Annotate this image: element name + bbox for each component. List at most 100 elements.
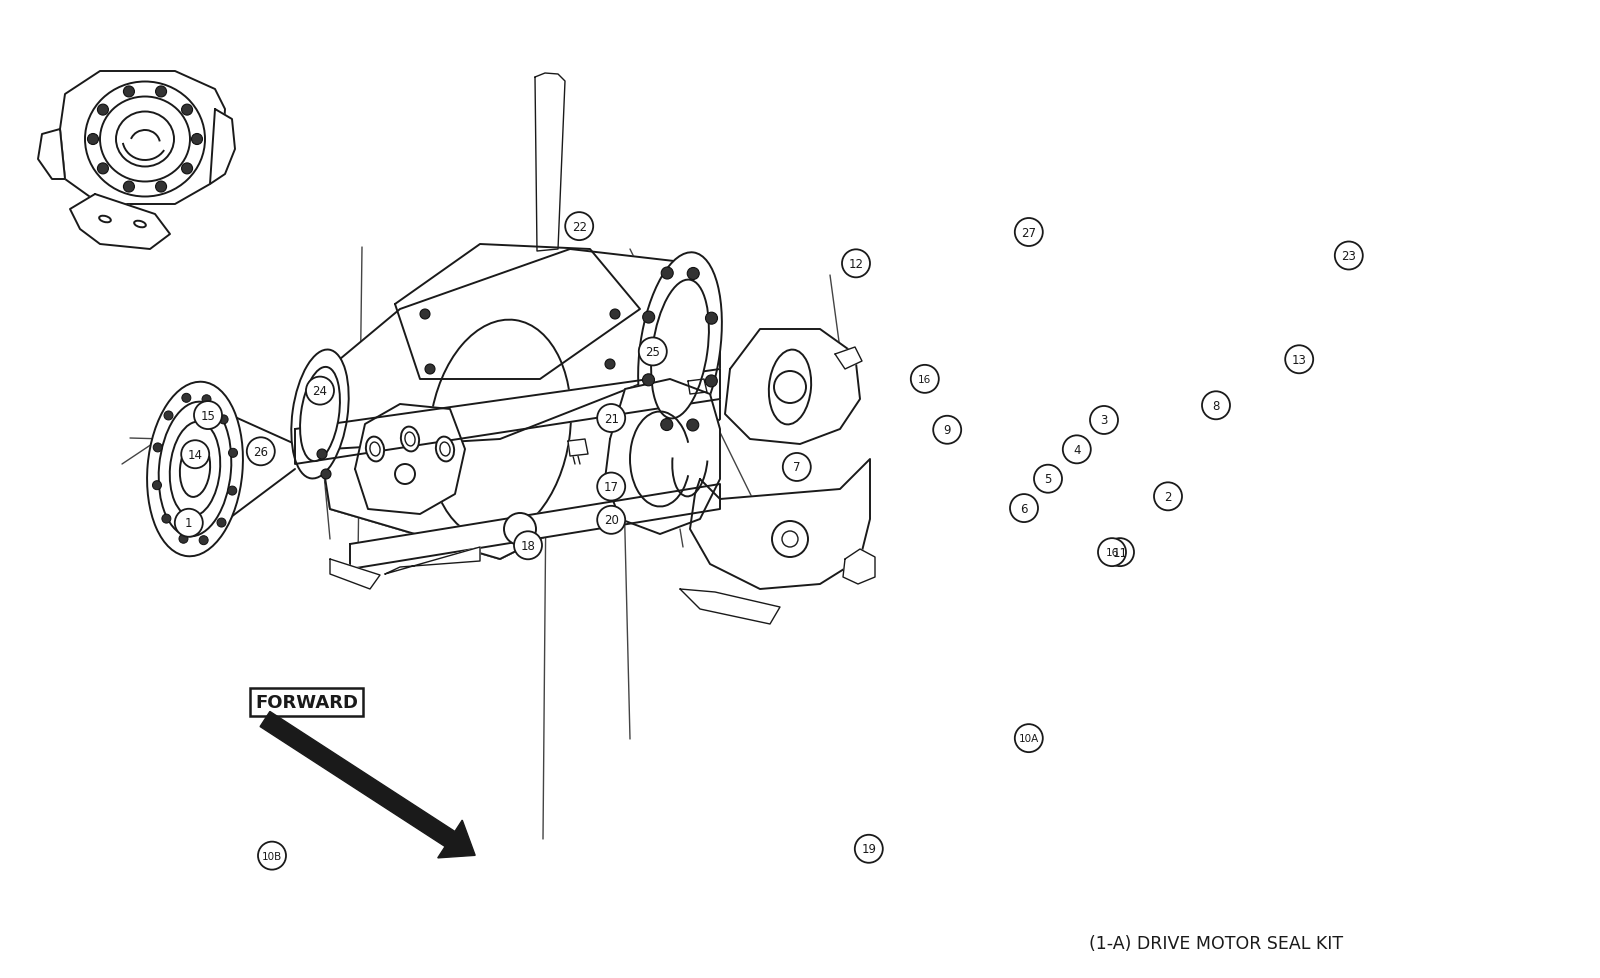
Ellipse shape (435, 437, 454, 462)
Polygon shape (534, 74, 565, 251)
Text: 16: 16 (918, 375, 931, 384)
Polygon shape (294, 370, 720, 465)
Circle shape (774, 372, 806, 404)
Circle shape (202, 395, 211, 404)
Ellipse shape (370, 443, 381, 457)
Polygon shape (690, 460, 870, 590)
Text: 26: 26 (253, 445, 269, 459)
Ellipse shape (440, 443, 450, 457)
Circle shape (258, 842, 286, 869)
Circle shape (317, 450, 326, 460)
Circle shape (854, 835, 883, 863)
Circle shape (565, 213, 594, 241)
Text: 9: 9 (944, 423, 950, 437)
Circle shape (1285, 346, 1314, 374)
Text: 10B: 10B (262, 851, 282, 861)
Polygon shape (61, 72, 226, 204)
Circle shape (842, 250, 870, 278)
Circle shape (123, 182, 134, 193)
Circle shape (643, 312, 654, 324)
Circle shape (246, 438, 275, 466)
Circle shape (162, 514, 171, 523)
Ellipse shape (147, 382, 243, 556)
Polygon shape (355, 405, 466, 514)
Text: 12: 12 (848, 257, 864, 271)
Text: 17: 17 (603, 480, 619, 494)
Circle shape (227, 487, 237, 496)
Ellipse shape (429, 321, 571, 539)
Text: 11: 11 (1112, 546, 1128, 559)
Ellipse shape (366, 437, 384, 462)
Circle shape (123, 87, 134, 98)
Circle shape (154, 443, 162, 453)
Text: 27: 27 (1021, 226, 1037, 240)
Text: 22: 22 (571, 220, 587, 234)
Polygon shape (38, 130, 66, 180)
Ellipse shape (405, 432, 414, 447)
Text: 5: 5 (1045, 472, 1051, 486)
Circle shape (661, 420, 672, 431)
Ellipse shape (179, 442, 210, 498)
Text: 16: 16 (1106, 548, 1118, 557)
Circle shape (782, 454, 811, 481)
Circle shape (597, 507, 626, 534)
Ellipse shape (115, 112, 174, 167)
Circle shape (688, 268, 699, 280)
Ellipse shape (301, 368, 339, 462)
Text: 20: 20 (603, 513, 619, 527)
Text: 2: 2 (1165, 490, 1171, 504)
Circle shape (152, 481, 162, 490)
Text: 18: 18 (520, 539, 536, 553)
Polygon shape (688, 379, 707, 394)
Circle shape (504, 513, 536, 546)
Circle shape (181, 163, 192, 175)
Circle shape (1106, 539, 1134, 566)
Circle shape (1034, 466, 1062, 493)
Circle shape (218, 518, 226, 527)
Circle shape (1010, 495, 1038, 522)
Polygon shape (725, 330, 861, 445)
Ellipse shape (85, 82, 205, 198)
Circle shape (98, 105, 109, 116)
Circle shape (426, 365, 435, 375)
Ellipse shape (99, 98, 190, 182)
Circle shape (219, 416, 229, 424)
Circle shape (174, 510, 203, 537)
Text: 6: 6 (1021, 502, 1027, 515)
Ellipse shape (99, 216, 110, 223)
Ellipse shape (638, 253, 722, 446)
Circle shape (782, 531, 798, 548)
Text: 25: 25 (645, 345, 661, 359)
Circle shape (395, 465, 414, 484)
Polygon shape (330, 559, 381, 590)
Circle shape (163, 412, 173, 421)
Circle shape (686, 420, 699, 431)
Circle shape (155, 182, 166, 193)
Polygon shape (210, 110, 235, 185)
Text: 21: 21 (603, 412, 619, 425)
Circle shape (1062, 436, 1091, 464)
Circle shape (194, 402, 222, 429)
Polygon shape (568, 439, 589, 457)
Circle shape (322, 469, 331, 479)
Circle shape (910, 366, 939, 393)
Circle shape (771, 521, 808, 557)
Circle shape (643, 375, 654, 386)
Circle shape (706, 313, 717, 325)
Ellipse shape (170, 422, 221, 516)
Circle shape (597, 405, 626, 432)
Circle shape (1154, 483, 1182, 511)
Ellipse shape (402, 427, 419, 452)
Circle shape (605, 360, 614, 370)
Circle shape (198, 536, 208, 545)
Text: 15: 15 (200, 409, 216, 422)
Polygon shape (310, 320, 720, 559)
Text: (1-A) DRIVE MOTOR SEAL KIT: (1-A) DRIVE MOTOR SEAL KIT (1090, 934, 1342, 952)
Ellipse shape (770, 350, 811, 425)
Text: 23: 23 (1341, 249, 1357, 263)
Circle shape (181, 441, 210, 468)
Text: 1: 1 (186, 516, 192, 530)
Circle shape (306, 378, 334, 405)
Polygon shape (835, 347, 862, 370)
Polygon shape (843, 550, 875, 585)
